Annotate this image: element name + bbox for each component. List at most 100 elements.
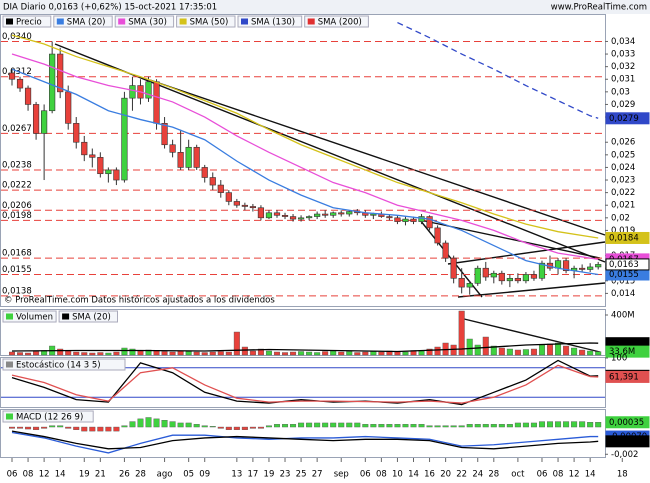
candle-body [8,72,16,80]
bar [65,426,72,429]
y-tick-label: 0,022 [611,188,635,198]
x-tick-label: 26 [119,470,130,480]
candle-body [322,213,329,216]
legend-swatch [6,413,13,420]
bar [81,352,88,356]
y-tick-label: 0,024 [611,163,635,173]
bar [522,349,529,356]
bar [418,424,425,428]
legend-item [58,310,118,323]
candle-body [530,274,538,279]
x-tick-label: 25 [296,470,307,480]
bar [538,344,545,356]
x-tick-label: sep [334,470,349,480]
bar [225,426,232,430]
bar [97,352,104,356]
legend-item [2,310,57,323]
value-label: 118M [609,339,633,349]
bar [185,422,192,428]
y-tick-label: 0,02 [611,213,630,223]
candle-body [490,272,497,278]
candle-body [306,216,313,219]
value-label: 0,00035 [609,418,644,428]
price-panel [0,14,606,307]
bar [290,351,297,356]
bar [330,350,337,356]
legend-swatch [6,361,13,368]
value-label: -0,00105 [609,437,647,447]
bar [506,348,513,356]
x-tick-label: 18 [617,470,628,480]
candle-body [265,212,273,219]
bar [8,426,15,429]
chart-note: © ProRealTime.com Datos históricos ajust… [4,295,275,306]
value-label-box [605,231,650,244]
bar [595,351,602,356]
bar [193,424,200,428]
value-label-box [605,345,650,358]
candle-body [370,213,377,216]
candle-body [161,123,168,146]
legend-item [2,358,126,371]
x-tick-label: 21 [95,470,106,480]
bar [434,425,441,428]
x-tick-label: 19 [264,470,275,480]
x-tick-label: 12 [569,470,580,480]
bar [113,351,120,356]
bar [571,347,578,356]
bar [402,424,409,428]
candle-body [217,184,224,193]
bar [378,351,385,356]
bar [346,351,353,356]
bar [273,424,280,428]
candle-body [346,211,353,215]
candle-body [81,141,88,156]
legend-label: SMA (200) [318,18,362,28]
bar [362,351,369,356]
candle-body [297,217,305,220]
bar [490,345,497,356]
bar [338,422,345,428]
legend-item [114,15,175,28]
indicator-line [11,364,599,404]
bar [33,426,40,430]
bar [241,346,248,356]
indicator-line [11,342,599,353]
legend-label: Precio [16,18,42,28]
level-label: 0,0206 [2,201,32,211]
x-tick-label: 13 [231,470,242,480]
bar [555,421,562,428]
y-tick-label: 0,03 [611,87,630,97]
bar [434,346,441,356]
x-tick-label: 12 [39,470,50,480]
bar [306,351,313,356]
level-label: 0,0222 [2,181,32,191]
legend-label: SMA (50) [190,18,229,28]
bar [378,424,385,428]
bar [571,421,578,428]
x-tick-label: 28 [135,470,146,480]
bar [201,425,208,428]
bar [282,352,289,356]
trend-line [54,43,606,263]
bar [33,351,40,356]
y-tick-label: 0,033 [611,50,635,60]
candle-body [97,157,104,175]
candle-body [450,257,457,279]
legend-label: SMA (20) [72,313,111,323]
bar [257,426,264,429]
bar [322,422,329,428]
bar [410,424,417,428]
indicator-line [11,34,599,239]
x-tick-label: 08 [376,470,387,480]
candle-body [73,123,80,143]
bar [426,348,433,356]
candle-body [49,53,56,112]
candle-body [145,81,152,99]
bar [217,351,224,356]
level-label: 0,0312 [2,67,32,77]
bar [233,426,240,430]
bar [482,336,489,356]
bar [49,425,56,428]
